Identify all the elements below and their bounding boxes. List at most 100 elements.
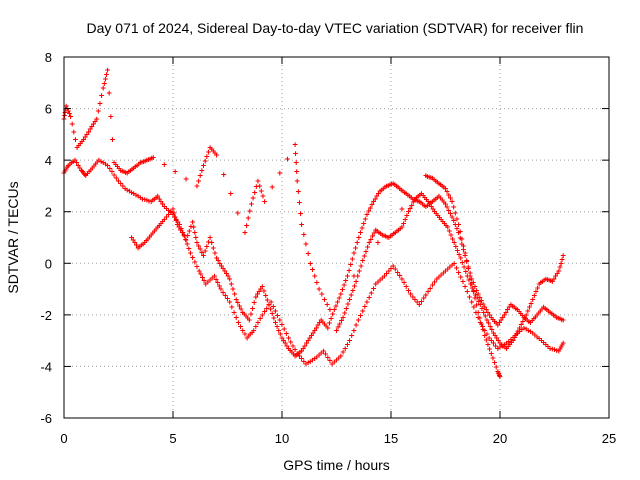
data-point: + bbox=[430, 205, 436, 215]
data-point: + bbox=[508, 301, 514, 311]
data-point: + bbox=[220, 264, 226, 274]
data-point: + bbox=[362, 252, 368, 262]
data-point: + bbox=[338, 352, 344, 362]
data-point: + bbox=[293, 159, 299, 169]
data-point: + bbox=[345, 341, 351, 351]
data-point: + bbox=[376, 190, 382, 200]
data-point: + bbox=[144, 196, 150, 206]
data-point: + bbox=[549, 310, 555, 320]
data-point: + bbox=[107, 89, 113, 99]
data-point: + bbox=[404, 282, 410, 292]
data-point: + bbox=[295, 350, 301, 360]
data-point: + bbox=[212, 149, 218, 159]
data-point: + bbox=[510, 337, 516, 347]
data-point: + bbox=[487, 322, 493, 332]
data-point: + bbox=[244, 334, 250, 344]
data-point: + bbox=[541, 276, 547, 286]
data-point: + bbox=[181, 231, 187, 241]
data-point: + bbox=[323, 322, 329, 332]
data-point: + bbox=[397, 185, 403, 195]
data-point: + bbox=[225, 272, 231, 282]
data-point: + bbox=[291, 350, 297, 360]
data-point: + bbox=[478, 301, 484, 311]
data-point: + bbox=[348, 261, 354, 271]
data-point: + bbox=[297, 348, 303, 358]
data-point: + bbox=[523, 315, 529, 325]
data-point: + bbox=[62, 112, 68, 122]
data-point: + bbox=[423, 291, 429, 301]
x-tick-label: 20 bbox=[493, 431, 507, 446]
data-point: + bbox=[76, 141, 82, 151]
data-point: + bbox=[484, 316, 490, 326]
data-point: + bbox=[438, 194, 444, 204]
data-point: + bbox=[82, 170, 88, 180]
data-point: + bbox=[480, 322, 486, 332]
data-point: + bbox=[273, 319, 279, 329]
data-point: + bbox=[323, 350, 329, 360]
data-point: + bbox=[250, 304, 256, 314]
data-point: + bbox=[462, 249, 468, 259]
data-point: + bbox=[546, 307, 552, 317]
data-point: + bbox=[281, 337, 287, 347]
data-point: + bbox=[338, 290, 344, 300]
data-point: + bbox=[556, 314, 562, 324]
data-point: + bbox=[153, 194, 159, 204]
data-point: + bbox=[364, 210, 370, 220]
data-point: + bbox=[467, 269, 473, 279]
data-point: + bbox=[528, 319, 534, 329]
data-point: + bbox=[485, 308, 491, 318]
data-point: + bbox=[393, 265, 399, 275]
x-axis-ticks: 0 5 10 15 20 25 bbox=[60, 57, 616, 446]
data-point: + bbox=[366, 207, 372, 217]
data-point: + bbox=[456, 250, 462, 260]
data-point: + bbox=[495, 321, 501, 331]
data-point: + bbox=[257, 182, 263, 192]
data-point: + bbox=[235, 209, 241, 219]
data-point: + bbox=[361, 219, 367, 229]
data-point: + bbox=[490, 354, 496, 364]
data-point: + bbox=[428, 174, 434, 184]
data-point: + bbox=[462, 282, 468, 292]
data-point: + bbox=[557, 315, 563, 325]
data-point: + bbox=[101, 159, 107, 169]
data-point: + bbox=[257, 315, 263, 325]
data-point: + bbox=[92, 117, 98, 127]
data-point: + bbox=[537, 335, 543, 345]
data-point: + bbox=[502, 341, 508, 351]
data-point: + bbox=[350, 286, 356, 296]
data-point: + bbox=[144, 156, 150, 166]
data-point: + bbox=[74, 143, 80, 153]
data-point: + bbox=[355, 272, 361, 282]
data-point: + bbox=[223, 292, 229, 302]
data-point: + bbox=[351, 249, 357, 259]
data-point: + bbox=[184, 240, 190, 250]
data-point: + bbox=[245, 214, 251, 224]
data-point: + bbox=[425, 201, 431, 211]
data-point: + bbox=[534, 333, 540, 343]
y-tick-label: -2 bbox=[40, 308, 52, 323]
data-point: + bbox=[102, 79, 108, 89]
data-point: + bbox=[295, 177, 301, 187]
data-point: + bbox=[387, 181, 393, 191]
data-point: + bbox=[554, 346, 560, 356]
data-point: + bbox=[410, 293, 416, 303]
data-point: + bbox=[316, 351, 322, 361]
data-point: + bbox=[157, 221, 163, 231]
data-point: + bbox=[131, 164, 137, 174]
data-point: + bbox=[506, 337, 512, 347]
data-point: + bbox=[528, 299, 534, 309]
data-point: + bbox=[377, 187, 383, 197]
data-point: + bbox=[340, 348, 346, 358]
data-point: + bbox=[129, 188, 135, 198]
data-point: + bbox=[201, 252, 207, 262]
data-point: + bbox=[150, 229, 156, 239]
data-point: + bbox=[426, 200, 432, 210]
data-point: + bbox=[247, 207, 253, 217]
data-point: + bbox=[118, 166, 124, 176]
data-point: + bbox=[561, 339, 567, 349]
data-point: + bbox=[182, 232, 188, 242]
data-point: + bbox=[205, 278, 211, 288]
data-point: + bbox=[521, 324, 527, 334]
data-point: + bbox=[433, 195, 439, 205]
data-point: + bbox=[162, 215, 168, 225]
